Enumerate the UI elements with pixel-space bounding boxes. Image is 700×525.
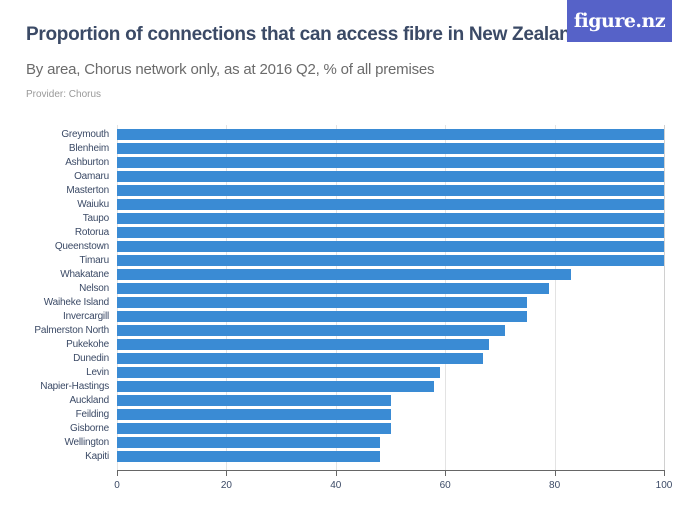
x-tick-label: 20 bbox=[220, 480, 232, 491]
bar[interactable] bbox=[117, 437, 380, 448]
bar[interactable] bbox=[117, 283, 550, 294]
category-label: Auckland bbox=[69, 395, 109, 406]
bar[interactable] bbox=[117, 353, 484, 364]
bar[interactable] bbox=[117, 339, 489, 350]
bar[interactable] bbox=[117, 185, 664, 196]
bar[interactable] bbox=[117, 423, 391, 434]
category-label: Waiuku bbox=[77, 199, 109, 210]
category-label: Rotorua bbox=[74, 227, 109, 238]
figure-nz-logo[interactable]: figure.nz bbox=[567, 0, 672, 42]
x-tick-label: 100 bbox=[655, 480, 673, 491]
x-tick-label: 0 bbox=[114, 480, 120, 491]
category-label: Blenheim bbox=[68, 143, 109, 154]
bar[interactable] bbox=[117, 325, 506, 336]
category-label: Whakatane bbox=[60, 269, 109, 280]
category-label: Pukekohe bbox=[66, 339, 109, 350]
category-label: Queenstown bbox=[54, 241, 109, 252]
category-label: Napier-Hastings bbox=[40, 381, 109, 392]
bar[interactable] bbox=[117, 241, 664, 252]
category-label: Levin bbox=[86, 367, 109, 378]
category-label: Invercargill bbox=[63, 311, 109, 322]
bar[interactable] bbox=[117, 143, 664, 154]
bar[interactable] bbox=[117, 395, 391, 406]
bar[interactable] bbox=[117, 171, 664, 182]
bar[interactable] bbox=[117, 311, 528, 322]
bar[interactable] bbox=[117, 367, 440, 378]
plot-area bbox=[117, 125, 665, 470]
x-tick bbox=[226, 470, 228, 476]
category-label: Kapiti bbox=[85, 451, 109, 462]
category-label: Gisborne bbox=[70, 423, 109, 434]
category-label: Waiheke Island bbox=[43, 297, 109, 308]
x-tick-label: 80 bbox=[549, 480, 561, 491]
x-tick bbox=[335, 470, 337, 476]
bar[interactable] bbox=[117, 213, 664, 224]
bar[interactable] bbox=[117, 381, 435, 392]
gridline bbox=[664, 125, 665, 470]
chart-subtitle: By area, Chorus network only, as at 2016… bbox=[26, 61, 435, 78]
provider-note: Provider: Chorus bbox=[26, 89, 102, 100]
category-label: Greymouth bbox=[61, 129, 109, 140]
category-label: Dunedin bbox=[73, 353, 109, 364]
x-tick-label: 40 bbox=[330, 480, 342, 491]
chart-title: Proportion of connections that can acces… bbox=[26, 24, 582, 45]
x-tick bbox=[445, 470, 447, 476]
category-label: Ashburton bbox=[65, 157, 109, 168]
gridline bbox=[554, 125, 556, 470]
bar[interactable] bbox=[117, 409, 391, 420]
bar[interactable] bbox=[117, 451, 380, 462]
bar[interactable] bbox=[117, 129, 664, 140]
x-axis-line bbox=[117, 470, 665, 471]
category-label: Oamaru bbox=[74, 171, 109, 182]
x-tick-label: 60 bbox=[439, 480, 451, 491]
category-label: Nelson bbox=[79, 283, 109, 294]
bar[interactable] bbox=[117, 269, 571, 280]
category-label: Masterton bbox=[66, 185, 109, 196]
category-label: Timaru bbox=[79, 255, 109, 266]
bar[interactable] bbox=[117, 157, 664, 168]
category-label: Taupo bbox=[82, 213, 109, 224]
category-label: Feilding bbox=[75, 409, 110, 420]
bar[interactable] bbox=[117, 297, 528, 308]
x-tick bbox=[664, 470, 665, 476]
category-label: Palmerston North bbox=[34, 325, 109, 336]
x-tick bbox=[117, 470, 118, 476]
category-label: Wellington bbox=[64, 437, 109, 448]
bar[interactable] bbox=[117, 227, 664, 238]
bar[interactable] bbox=[117, 255, 664, 266]
x-tick bbox=[554, 470, 556, 476]
bar[interactable] bbox=[117, 199, 664, 210]
